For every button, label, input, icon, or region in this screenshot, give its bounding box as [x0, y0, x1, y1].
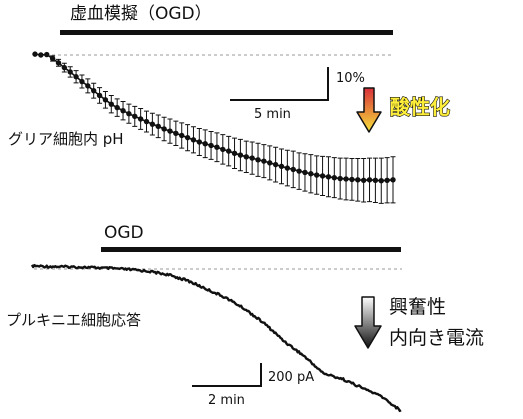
ph-point: [360, 177, 367, 183]
ph-point: [61, 64, 68, 71]
ph-point: [126, 111, 132, 117]
ph-point: [308, 171, 314, 177]
ph-point: [290, 166, 296, 173]
ph-point: [284, 165, 291, 171]
ph-point: [44, 51, 50, 58]
ph-scale-y-label: 10%: [336, 71, 365, 86]
ph-point: [261, 158, 267, 164]
ph-scale-bar: [230, 67, 329, 101]
ph-point: [196, 139, 203, 145]
ph-point: [55, 60, 62, 66]
ph-point: [161, 126, 167, 132]
ph-point: [85, 83, 91, 89]
ph-point: [372, 177, 379, 183]
ph-point: [137, 116, 144, 122]
ph-point: [243, 154, 249, 160]
ph-point: [319, 173, 326, 179]
ph-point: [108, 101, 114, 107]
ph-point: [96, 92, 103, 99]
current-scale-bar: [192, 363, 262, 387]
ph-point: [296, 168, 302, 174]
ph-point: [331, 174, 338, 181]
ogd-bar-top: [60, 30, 393, 35]
ph-point: [231, 150, 238, 157]
ph-panel-title: 虚血模擬（OGD）: [70, 4, 212, 24]
ph-point: [102, 97, 109, 103]
ph-point: [90, 87, 97, 94]
ph-point: [278, 163, 285, 170]
acidification-arrow-icon: [356, 87, 382, 133]
ph-point: [184, 134, 191, 141]
ph-point: [237, 152, 244, 158]
ph-point: [32, 51, 38, 57]
ph-panel: 虚血模擬（OGD） グリア細胞内 pH 5 min 10% 酸性化: [8, 4, 451, 204]
ph-point: [38, 52, 44, 58]
ph-point: [79, 78, 85, 85]
ph-point: [214, 144, 220, 150]
ph-point: [149, 121, 156, 127]
ph-point: [249, 155, 255, 161]
ph-point: [272, 161, 279, 168]
ph-point: [173, 130, 179, 136]
ph-point: [267, 160, 273, 166]
ph-point: [343, 176, 349, 182]
ph-point: [390, 177, 396, 183]
ph-point: [337, 175, 343, 182]
ph-point: [208, 142, 214, 149]
ph-point: [355, 177, 361, 183]
current-scale-y-label: 200 pA: [268, 370, 314, 385]
ph-point: [132, 113, 138, 120]
ph-point: [167, 128, 173, 134]
ph-point: [143, 118, 150, 125]
ph-scale-x-label: 5 min: [254, 107, 291, 122]
ph-point: [49, 55, 56, 62]
current-trace: [30, 263, 402, 413]
ph-point: [73, 74, 79, 80]
ph-point: [120, 107, 126, 114]
ph-point: [220, 146, 226, 153]
inward-current-arrow-icon: [354, 296, 382, 349]
ph-point: [384, 177, 390, 183]
ph-point: [366, 177, 373, 183]
ph-point: [349, 176, 355, 183]
ph-point: [314, 172, 320, 178]
current-panel: OGD プルキニエ細胞応答 2 min 200 pA 興奮性内向き電流: [6, 223, 484, 413]
ph-trace-label: グリア細胞内 pH: [8, 130, 124, 148]
inward-current-label: 興奮性内向き電流: [389, 296, 484, 349]
ph-point: [114, 104, 120, 111]
ph-point: [378, 178, 384, 184]
ph-point: [302, 169, 308, 176]
ph-point: [325, 174, 332, 180]
ogd-bar-bottom: [101, 247, 401, 252]
acidification-label: 酸性化: [390, 95, 450, 119]
ph-point: [225, 148, 232, 154]
ph-point: [179, 132, 185, 139]
ph-point: [255, 157, 261, 163]
ph-point: [190, 137, 197, 143]
ph-point: [67, 69, 73, 75]
current-trace-label: プルキニエ細胞応答: [6, 311, 141, 329]
ph-point: [155, 123, 161, 130]
current-panel-title: OGD: [104, 223, 144, 243]
ph-trace: [32, 51, 396, 204]
ph-point: [202, 141, 208, 147]
current-scale-x-label: 2 min: [208, 393, 245, 408]
